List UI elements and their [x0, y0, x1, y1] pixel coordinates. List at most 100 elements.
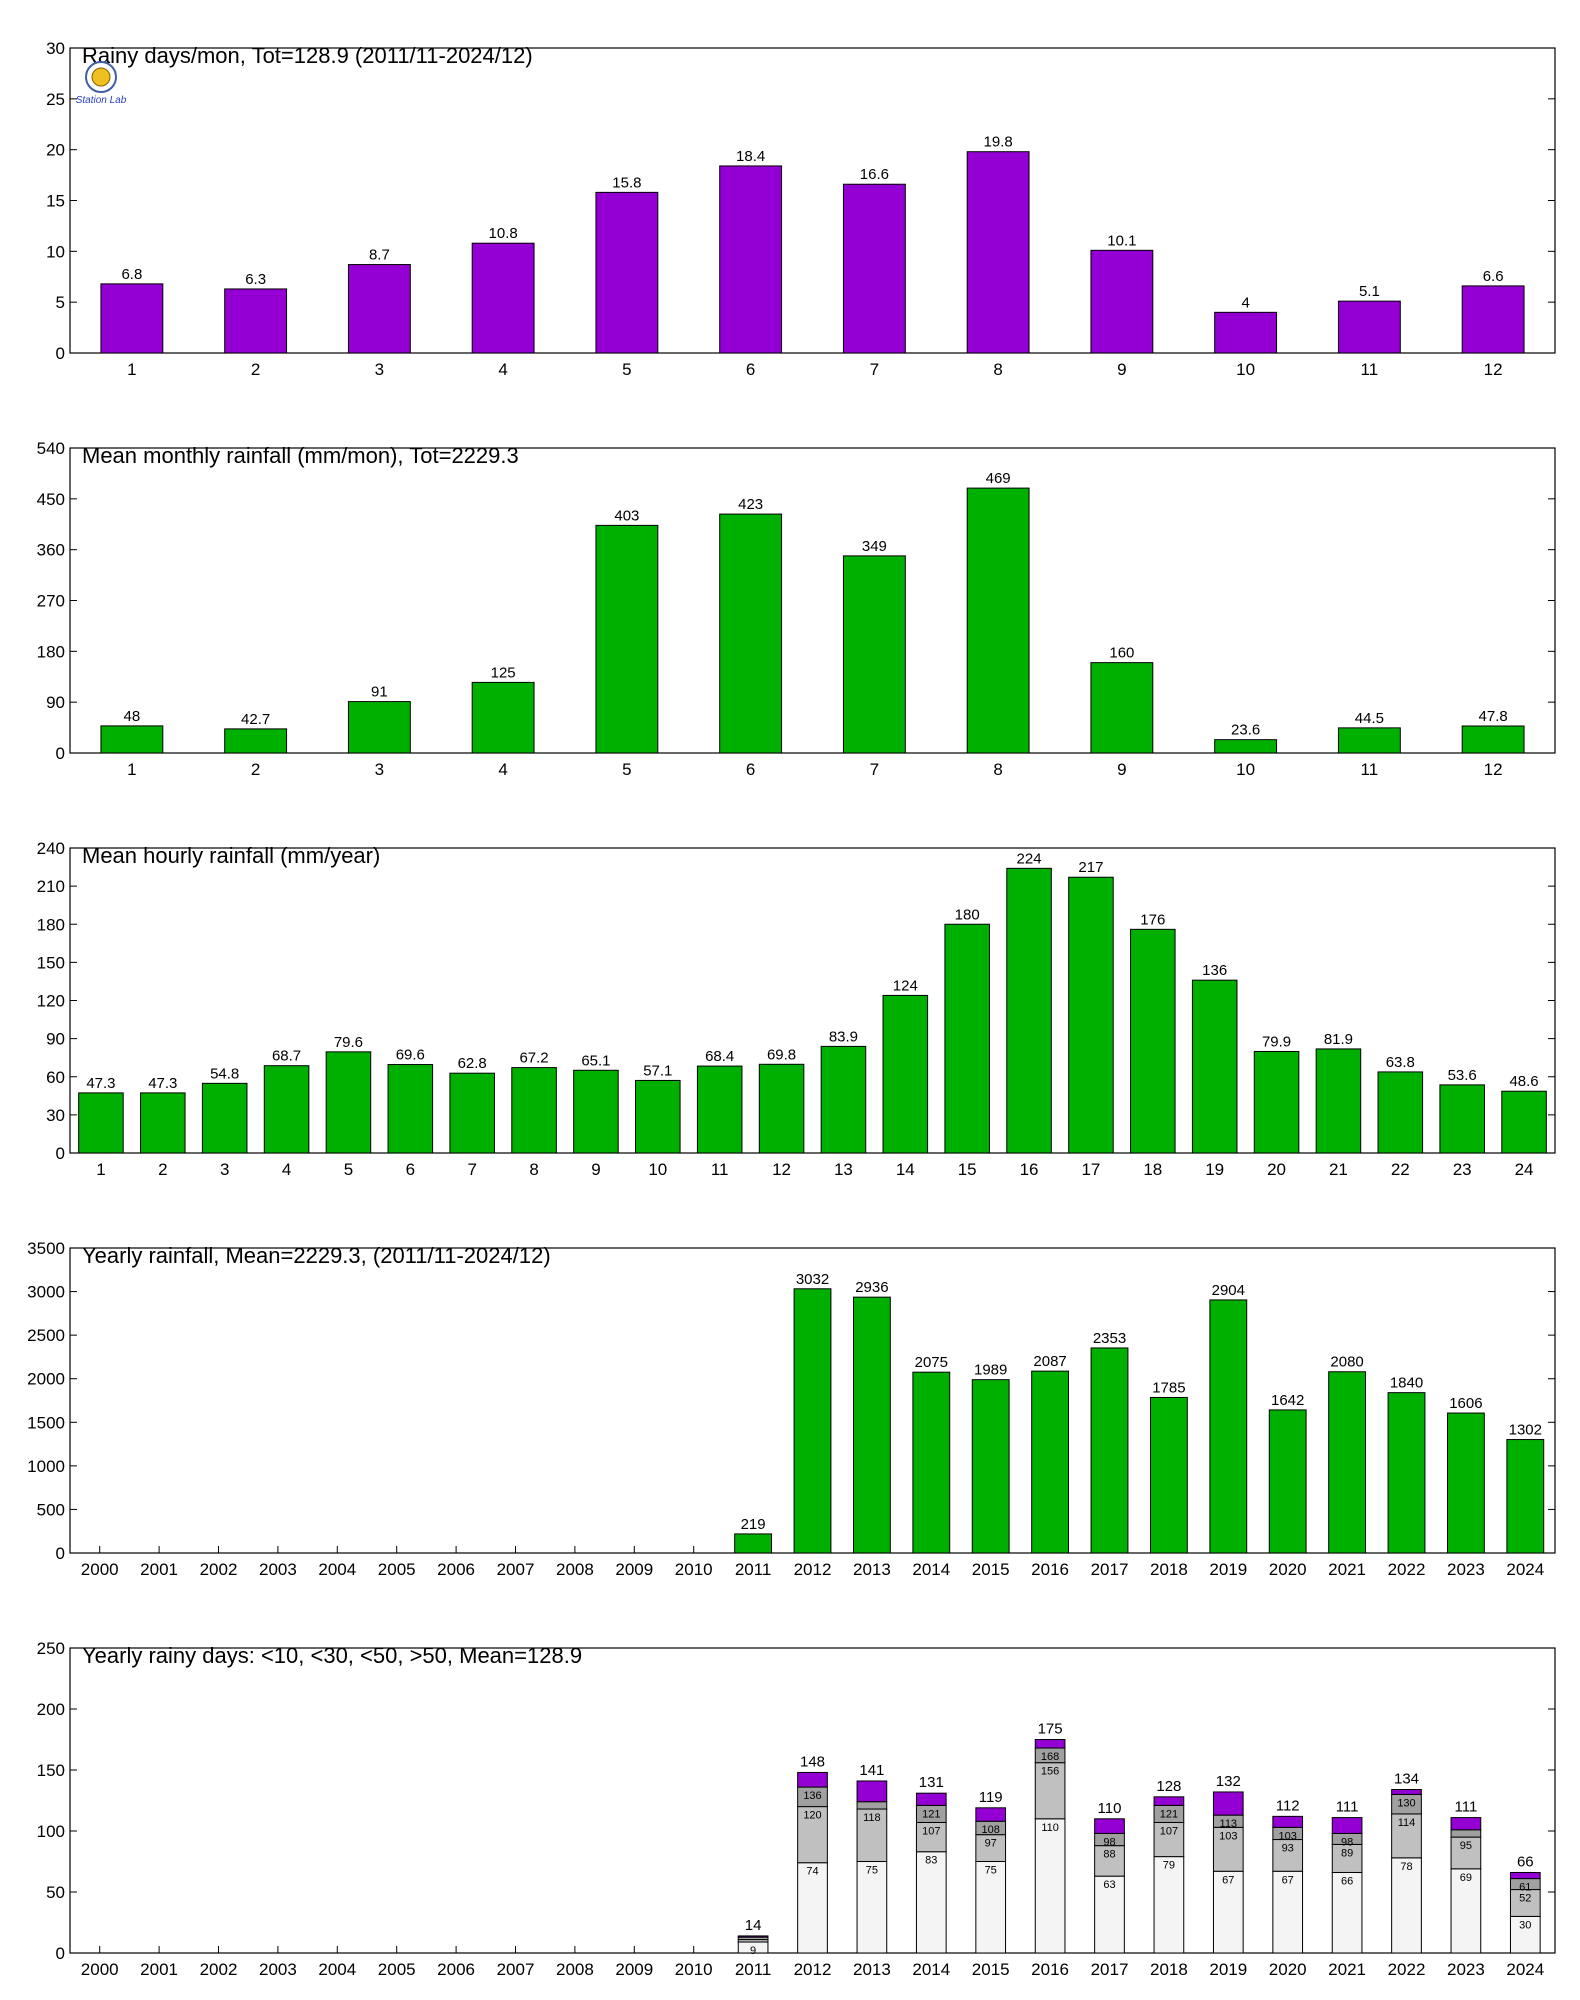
data-label: 10.8 — [489, 225, 518, 242]
x-tick-label: 2009 — [615, 1960, 653, 1979]
stack-segment — [856, 1801, 888, 1810]
segment-label: 63 — [1103, 1879, 1115, 1891]
stack-segment — [1331, 1871, 1363, 1954]
x-tick-label: 3 — [375, 760, 384, 779]
bar — [1130, 928, 1176, 1154]
bar — [1006, 867, 1052, 1154]
bar — [1461, 725, 1525, 754]
y-tick-label: 90 — [46, 693, 65, 712]
data-label: 1989 — [974, 1362, 1007, 1379]
data-label: 2936 — [855, 1279, 888, 1296]
x-tick-label: 2021 — [1328, 1960, 1366, 1979]
x-tick-label: 10 — [1236, 360, 1255, 379]
segment-label: 74 — [806, 1866, 818, 1878]
segment-label: 95 — [1460, 1840, 1472, 1852]
data-label: 48 — [124, 708, 141, 725]
x-tick-label: 6 — [746, 360, 755, 379]
x-tick-label: 10 — [1236, 760, 1255, 779]
stack-segment — [1094, 1818, 1125, 1834]
x-tick-label: 2007 — [497, 1960, 535, 1979]
x-tick-label: 2019 — [1209, 1960, 1247, 1979]
x-tick-label: 1 — [127, 760, 136, 779]
x-tick-label: 19 — [1205, 1160, 1224, 1179]
data-label: 15.8 — [612, 174, 641, 191]
data-label: 110 — [1098, 1800, 1122, 1817]
x-tick-label: 2004 — [318, 1560, 356, 1579]
segment-label: 121 — [1160, 1808, 1178, 1820]
bar — [1214, 311, 1278, 354]
segment-label: 136 — [803, 1790, 821, 1802]
x-tick-label: 2021 — [1328, 1560, 1366, 1579]
data-label: 79.9 — [1262, 1033, 1291, 1050]
segment-label: 103 — [1219, 1830, 1237, 1842]
bar — [820, 1045, 867, 1154]
data-label: 81.9 — [1324, 1031, 1353, 1048]
chart-title: Mean monthly rainfall (mm/mon), Tot=2229… — [82, 443, 519, 468]
x-tick-label: 2 — [251, 360, 260, 379]
data-label: 124 — [893, 977, 918, 994]
x-tick-label: 2001 — [140, 1960, 178, 1979]
station-logo: Station Lab — [76, 61, 127, 106]
stack-segment — [856, 1808, 888, 1863]
bar — [1501, 1090, 1547, 1154]
x-tick-label: 18 — [1143, 1160, 1162, 1179]
chart-panel-5: Yearly rainy days: <10, <30, <50, >50, M… — [37, 1639, 1556, 1979]
segment-label: 98 — [1341, 1836, 1353, 1848]
stack-segment — [1391, 1857, 1422, 1954]
bar — [1328, 1371, 1367, 1554]
segment-label: 98 — [1103, 1836, 1115, 1848]
x-tick-label: 5 — [622, 360, 631, 379]
bar — [1461, 285, 1525, 354]
plot-frame — [69, 47, 1556, 354]
x-tick-label: 4 — [282, 1160, 291, 1179]
y-tick-label: 0 — [56, 744, 65, 763]
x-tick-label: 2009 — [615, 1560, 653, 1579]
bar — [1268, 1409, 1307, 1554]
stack-segment — [1212, 1791, 1244, 1816]
x-tick-label: 2013 — [853, 1960, 891, 1979]
segment-label: 79 — [1163, 1860, 1175, 1872]
data-label: 91 — [371, 684, 388, 701]
x-tick-label: 20 — [1267, 1160, 1286, 1179]
bar — [140, 1092, 186, 1154]
segment-label: 9 — [750, 1945, 756, 1957]
segment-label: 121 — [922, 1808, 940, 1820]
x-tick-label: 2015 — [972, 1960, 1010, 1979]
y-tick-label: 2500 — [27, 1326, 65, 1345]
x-tick-label: 23 — [1453, 1160, 1472, 1179]
data-label: 136 — [1202, 962, 1227, 979]
x-tick-label: 2012 — [794, 1960, 832, 1979]
data-label: 16.6 — [860, 166, 889, 183]
x-tick-label: 6 — [746, 760, 755, 779]
segment-label: 97 — [985, 1838, 997, 1850]
stack-segment — [1153, 1821, 1185, 1858]
bar — [758, 1063, 805, 1154]
bar — [966, 487, 1030, 754]
segment-label: 67 — [1222, 1874, 1234, 1886]
segment-label: 108 — [982, 1824, 1000, 1836]
y-tick-label: 0 — [56, 1544, 65, 1563]
data-label: 1785 — [1152, 1379, 1185, 1396]
x-tick-label: 8 — [993, 760, 1002, 779]
x-tick-label: 13 — [834, 1160, 853, 1179]
data-label: 111 — [1454, 1799, 1477, 1816]
y-tick-label: 0 — [56, 1944, 65, 1963]
y-tick-label: 0 — [56, 1144, 65, 1163]
chart-title: Yearly rainfall, Mean=2229.3, (2011/11-2… — [82, 1243, 551, 1268]
stack-segment — [1450, 1829, 1482, 1838]
x-tick-label: 4 — [498, 760, 507, 779]
x-tick-label: 9 — [1117, 760, 1126, 779]
data-label: 68.4 — [705, 1048, 734, 1065]
x-tick-label: 2020 — [1269, 1560, 1307, 1579]
data-label: 2080 — [1330, 1354, 1363, 1371]
y-tick-label: 50 — [46, 1883, 65, 1902]
x-tick-label: 2019 — [1209, 1560, 1247, 1579]
x-tick-label: 2 — [251, 760, 260, 779]
bar — [449, 1072, 495, 1154]
data-label: 83.9 — [829, 1028, 858, 1045]
bar — [471, 242, 535, 354]
data-label: 67.2 — [519, 1050, 548, 1067]
y-tick-label: 2000 — [27, 1370, 65, 1389]
data-label: 160 — [1109, 645, 1134, 662]
x-tick-label: 5 — [622, 760, 631, 779]
